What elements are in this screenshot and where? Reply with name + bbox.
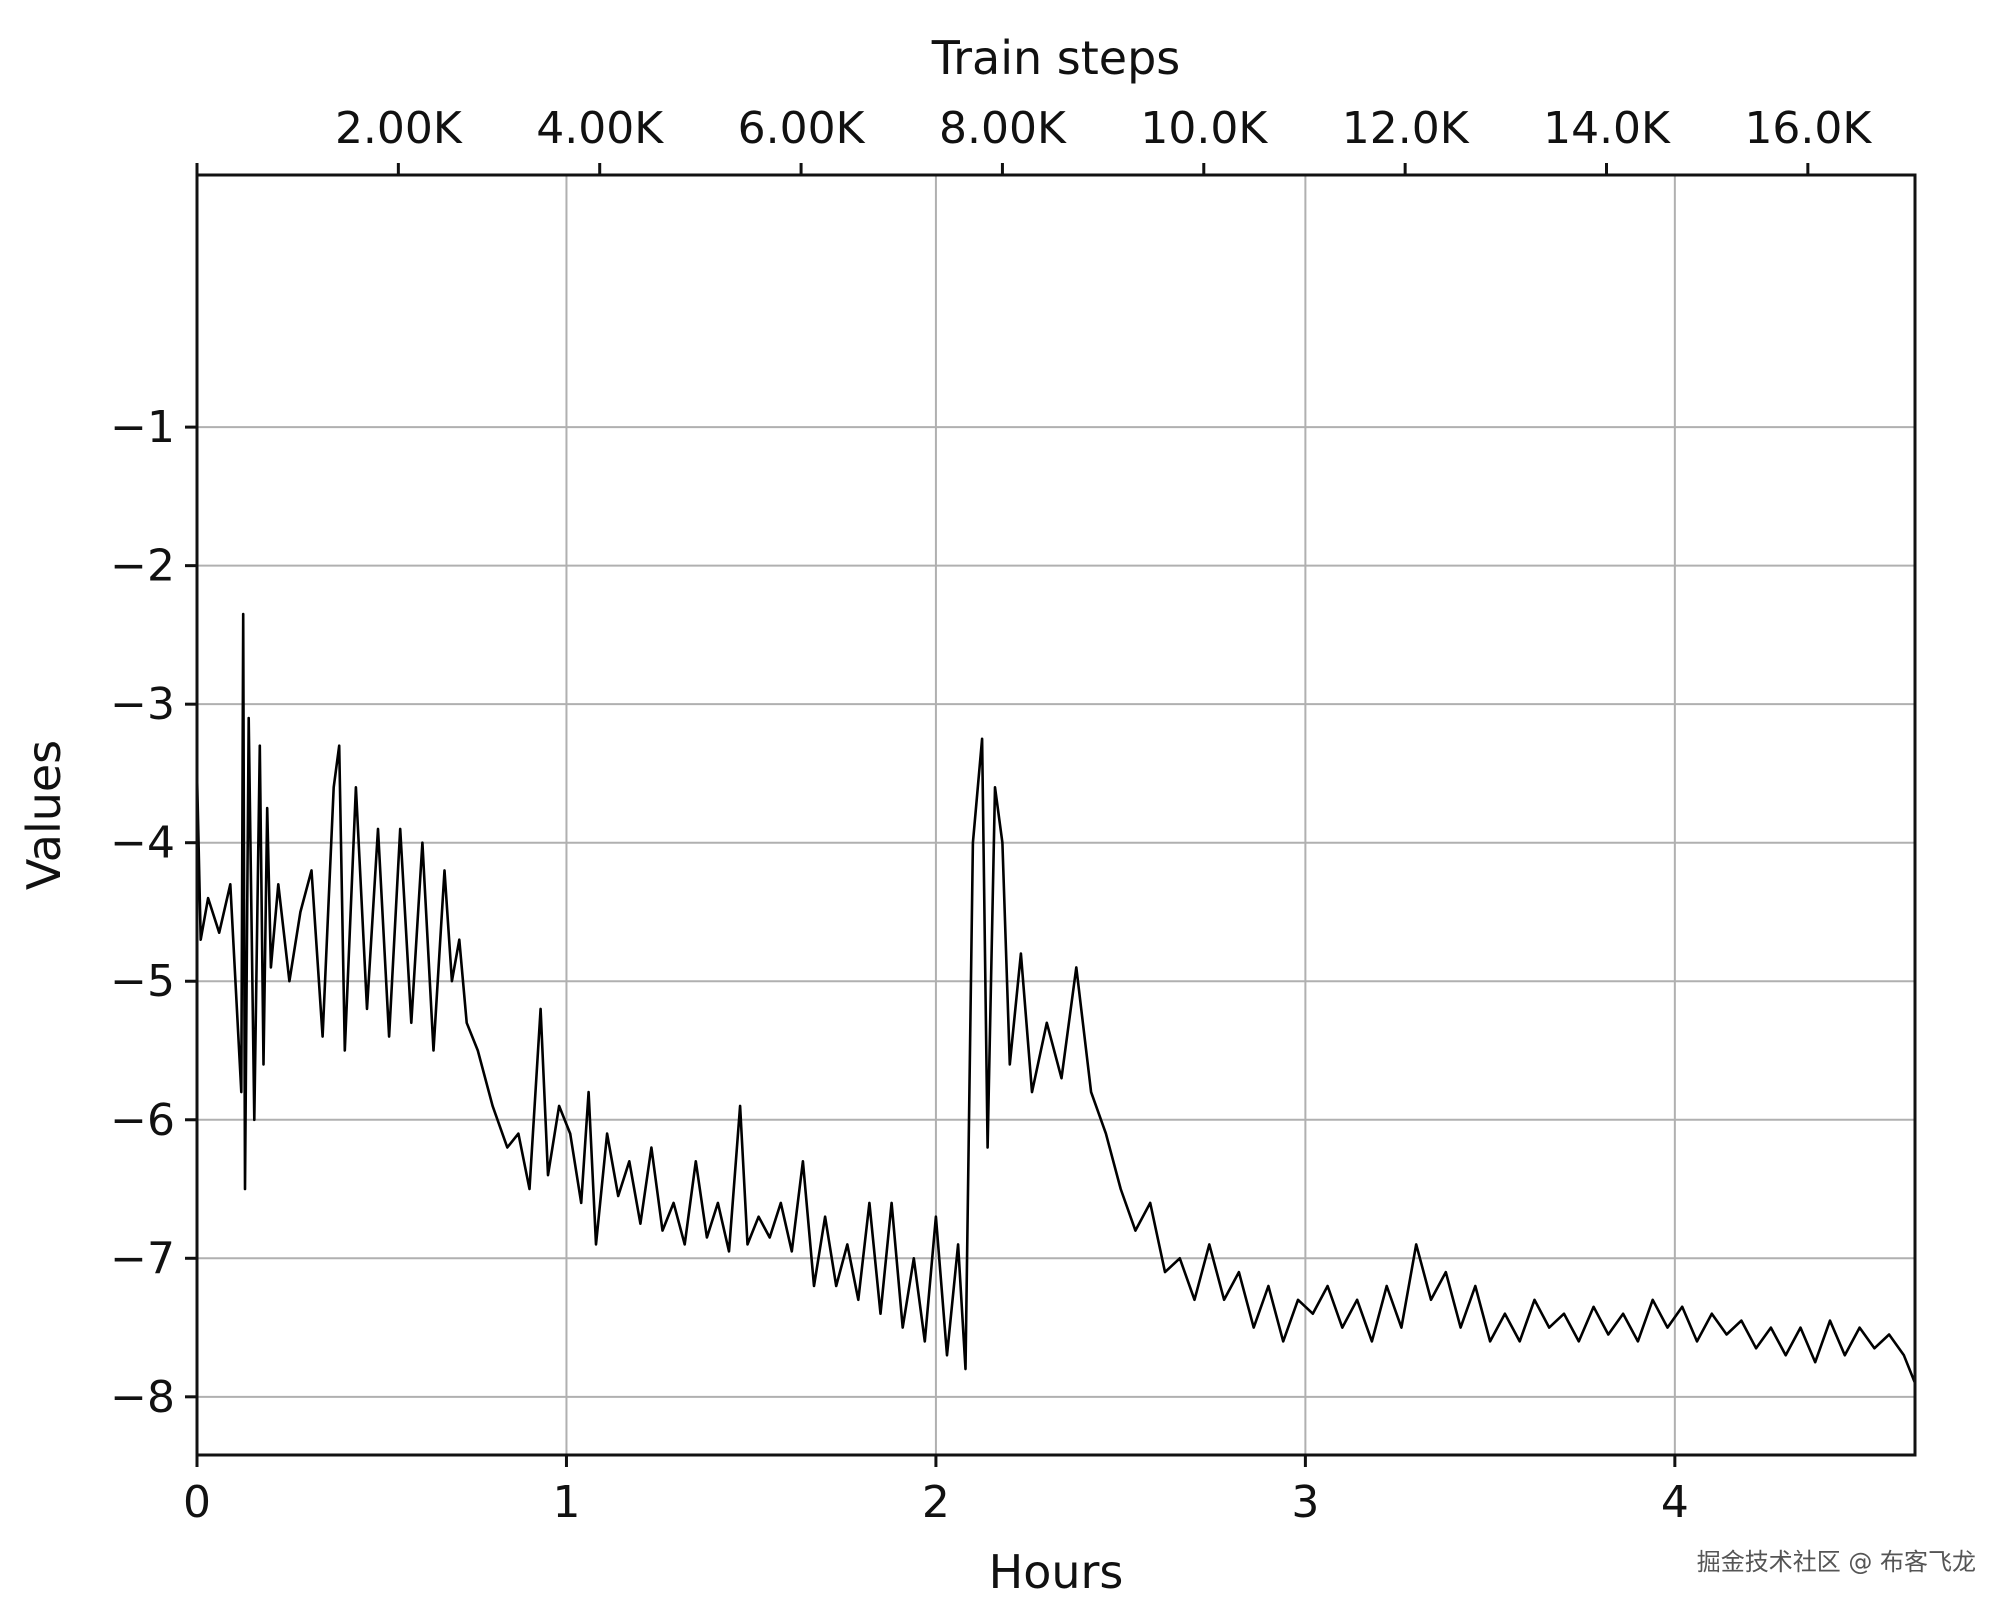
x-tick-label: 3 [1291,1477,1319,1528]
y-tick-label: −8 [110,1372,175,1423]
top-tick-label: 10.0K [1140,103,1268,154]
top-tick-label: 4.00K [536,103,664,154]
top-tick-label: 12.0K [1342,103,1470,154]
x-axis-title: Hours [989,1545,1124,1599]
top-tick-label: 8.00K [939,103,1067,154]
top-tick-label: 16.0K [1744,103,1872,154]
y-tick-label: −4 [110,818,175,869]
secondary-x-axis-title: Train steps [931,31,1180,85]
top-tick-label: 2.00K [335,103,463,154]
top-tick-label: 14.0K [1543,103,1671,154]
y-tick-label: −3 [110,679,175,730]
x-tick-label: 0 [183,1477,211,1528]
y-tick-label: −7 [110,1233,175,1284]
ticks: 0 1 2 3 4 −1 −2 −3 −4 −5 −6 −7 −8 2.00K 4.00K 6.00K 8.00… [110,103,1872,1528]
grid-lines [196,175,1915,1455]
plot-frame [195,173,1917,1457]
top-tick-label: 6.00K [738,103,866,154]
x-tick-label: 1 [552,1477,580,1528]
y-axis-title: Values [17,740,71,890]
y-tick-label: −2 [110,541,175,592]
y-tick-label: −5 [110,956,175,1007]
x-tick-label: 4 [1661,1477,1689,1528]
x-tick-label: 2 [922,1477,950,1528]
y-tick-label: −6 [110,1095,175,1146]
watermark-text: 掘金技术社区 @ 布客飞龙 [1697,1548,1976,1576]
series-layer [195,612,1917,1384]
series-line-0 [195,612,1917,1384]
y-tick-label: −1 [110,402,175,453]
